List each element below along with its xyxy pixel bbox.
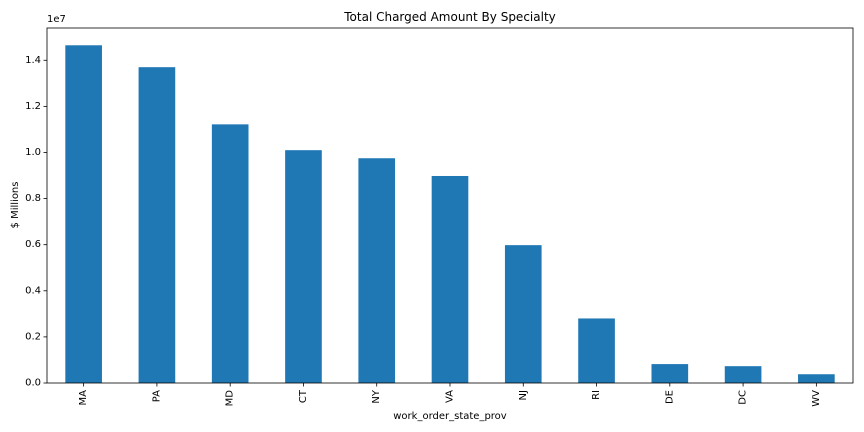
x-tick-label: MD [225, 390, 236, 407]
x-tick-label: DE [664, 390, 675, 404]
bar-ri [578, 318, 615, 383]
y-tick-label: 0.8 [25, 193, 41, 204]
bar-md [211, 124, 249, 384]
x-tick-label: RI [591, 390, 602, 400]
y-tick-label: 1.2 [25, 101, 41, 112]
bars-group [65, 45, 835, 384]
y-axis-label: $ Millions [10, 182, 21, 229]
y-tick-label: 0.6 [25, 239, 41, 250]
y-tick-label: 0.0 [25, 378, 41, 389]
bar-ct [285, 150, 322, 383]
y-tick-label: 1.4 [25, 55, 41, 66]
y-axis-offset-text: 1e7 [47, 14, 66, 25]
bar-pa [138, 67, 176, 383]
plot-frame [46, 27, 854, 384]
x-tick-label: MA [78, 390, 89, 406]
x-axis-label: work_order_state_prov [393, 411, 507, 422]
x-tick-label: DC [738, 390, 749, 405]
bar-va [431, 175, 469, 383]
y-ticks-group: 0.0 0.2 0.4 0.6 0.8 1.0 1.2 1.4 [25, 55, 47, 389]
x-tick-label: CT [298, 389, 309, 403]
x-tick-label: NY [371, 389, 382, 403]
bar-ma [65, 45, 102, 383]
chart-title: Total Charged Amount By Specialty [343, 10, 556, 24]
x-tick-label: PA [151, 390, 162, 402]
x-ticks-group: MA PA MD CT NY VA NJ RI DE DC WV [78, 383, 822, 407]
bar-ny [358, 158, 396, 383]
bar-de [651, 364, 689, 383]
y-tick-label: 1.0 [25, 147, 41, 158]
x-tick-label: NJ [518, 390, 529, 400]
x-tick-label: VA [445, 390, 456, 403]
x-tick-label: WV [811, 390, 822, 407]
bar-wv [798, 374, 835, 383]
bar-nj [504, 245, 542, 383]
y-tick-label: 0.2 [25, 331, 41, 342]
y-tick-label: 0.4 [25, 285, 41, 296]
bar-dc [724, 366, 762, 383]
